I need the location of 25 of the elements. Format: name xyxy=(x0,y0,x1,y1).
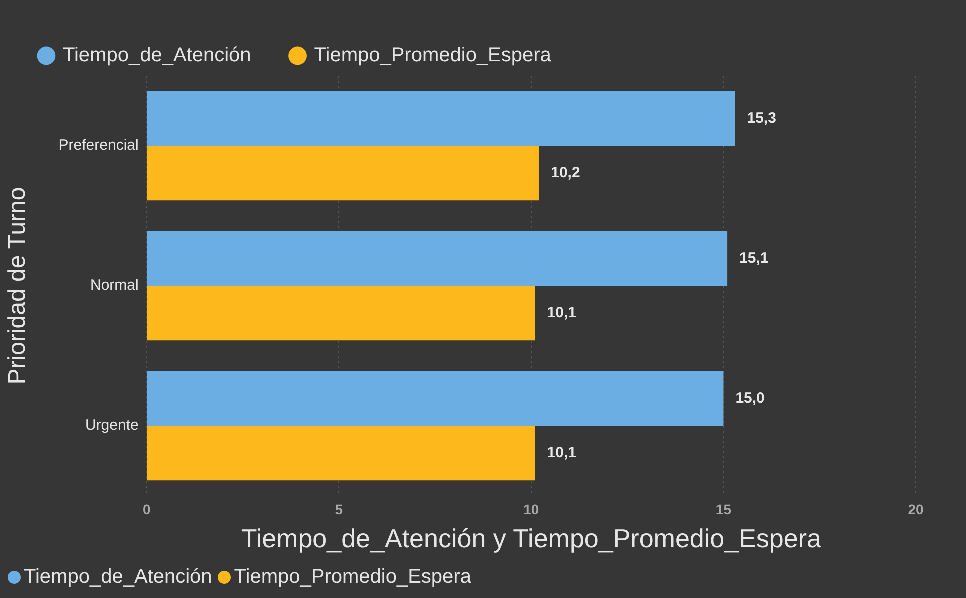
x-tick-label: 5 xyxy=(335,501,344,518)
x-tick-label: 10 xyxy=(524,501,540,518)
repeated-legend: Tiempo_de_Atención Tiempo_Promedio_Espera xyxy=(8,566,472,589)
x-tick-label: 0 xyxy=(142,501,151,518)
x-axis-title: Tiempo_de_Atención y Tiempo_Promedio_Espera xyxy=(241,524,822,554)
bar xyxy=(147,371,724,426)
legend-label: Tiempo_Promedio_Espera xyxy=(314,44,552,67)
bar xyxy=(147,426,536,481)
data-label: 10,2 xyxy=(551,164,580,182)
x-tick-label: 20 xyxy=(908,501,924,518)
y-tick-label: Urgente xyxy=(85,417,139,434)
bar xyxy=(147,146,540,201)
data-label: 15,1 xyxy=(740,250,769,267)
data-label: 10,1 xyxy=(547,444,576,462)
y-tick-label: Normal xyxy=(90,277,139,294)
legend-label: Tiempo_de_Atención xyxy=(63,44,252,67)
x-tick-label: 15 xyxy=(716,501,732,518)
data-label: 10,1 xyxy=(547,304,576,322)
y-axis-title: Prioridad de Turno xyxy=(4,187,32,385)
data-label: 15,0 xyxy=(736,390,765,407)
bar xyxy=(147,231,728,286)
bar xyxy=(147,91,736,146)
y-tick-label: Preferencial xyxy=(58,137,139,154)
data-label: 15,3 xyxy=(747,110,776,127)
bar xyxy=(147,286,536,341)
